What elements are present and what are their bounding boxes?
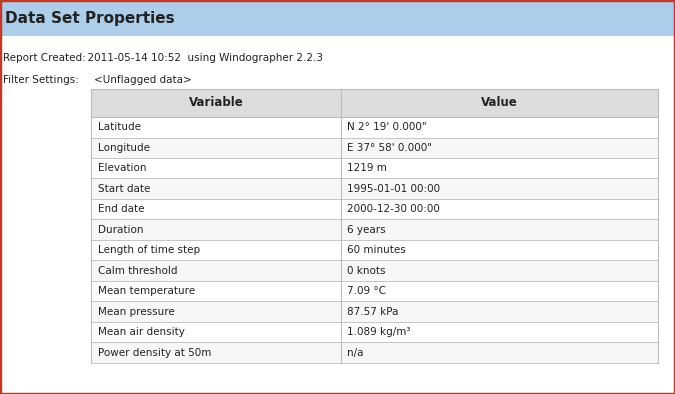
Text: Report Created:: Report Created:	[3, 53, 86, 63]
Bar	[91, 322, 658, 342]
Text: 6 years: 6 years	[348, 225, 386, 235]
Bar	[91, 342, 658, 363]
Text: Duration: Duration	[98, 225, 143, 235]
Text: Mean air density: Mean air density	[98, 327, 185, 337]
Bar	[91, 281, 658, 301]
Text: Data Set Properties: Data Set Properties	[5, 11, 175, 26]
Text: 87.57 kPa: 87.57 kPa	[348, 307, 399, 317]
Bar	[91, 240, 658, 260]
Text: Latitude: Latitude	[98, 122, 141, 132]
Text: 2000-12-30 00:00: 2000-12-30 00:00	[348, 204, 440, 214]
Text: 0 knots: 0 knots	[348, 266, 386, 276]
Bar	[91, 178, 658, 199]
Bar	[91, 117, 658, 138]
Text: Length of time step: Length of time step	[98, 245, 200, 255]
Bar	[91, 260, 658, 281]
Text: 1219 m: 1219 m	[348, 163, 387, 173]
Bar	[91, 301, 658, 322]
Text: Longitude: Longitude	[98, 143, 150, 153]
Bar	[91, 158, 658, 178]
Text: Variable: Variable	[188, 97, 243, 109]
Text: Mean temperature: Mean temperature	[98, 286, 195, 296]
Text: 1.089 kg/m³: 1.089 kg/m³	[348, 327, 411, 337]
Text: n/a: n/a	[348, 348, 364, 358]
Text: Calm threshold: Calm threshold	[98, 266, 178, 276]
Text: N 2° 19' 0.000": N 2° 19' 0.000"	[348, 122, 427, 132]
Text: Elevation: Elevation	[98, 163, 146, 173]
Text: Value: Value	[481, 97, 518, 109]
Text: 2011-05-14 10:52  using Windographer 2.2.3: 2011-05-14 10:52 using Windographer 2.2.…	[81, 53, 323, 63]
Bar	[91, 219, 658, 240]
Text: End date: End date	[98, 204, 144, 214]
Bar	[91, 199, 658, 219]
Text: <Unflagged data>: <Unflagged data>	[81, 74, 192, 85]
Text: 1995-01-01 00:00: 1995-01-01 00:00	[348, 184, 441, 194]
Text: Power density at 50m: Power density at 50m	[98, 348, 211, 358]
Text: E 37° 58' 0.000": E 37° 58' 0.000"	[348, 143, 433, 153]
Text: Filter Settings:: Filter Settings:	[3, 74, 79, 85]
Bar	[91, 138, 658, 158]
Text: Start date: Start date	[98, 184, 151, 194]
Text: 60 minutes: 60 minutes	[348, 245, 406, 255]
Text: Mean pressure: Mean pressure	[98, 307, 175, 317]
Bar	[91, 89, 658, 117]
Text: 7.09 °C: 7.09 °C	[348, 286, 386, 296]
Bar	[0, 0, 675, 36]
